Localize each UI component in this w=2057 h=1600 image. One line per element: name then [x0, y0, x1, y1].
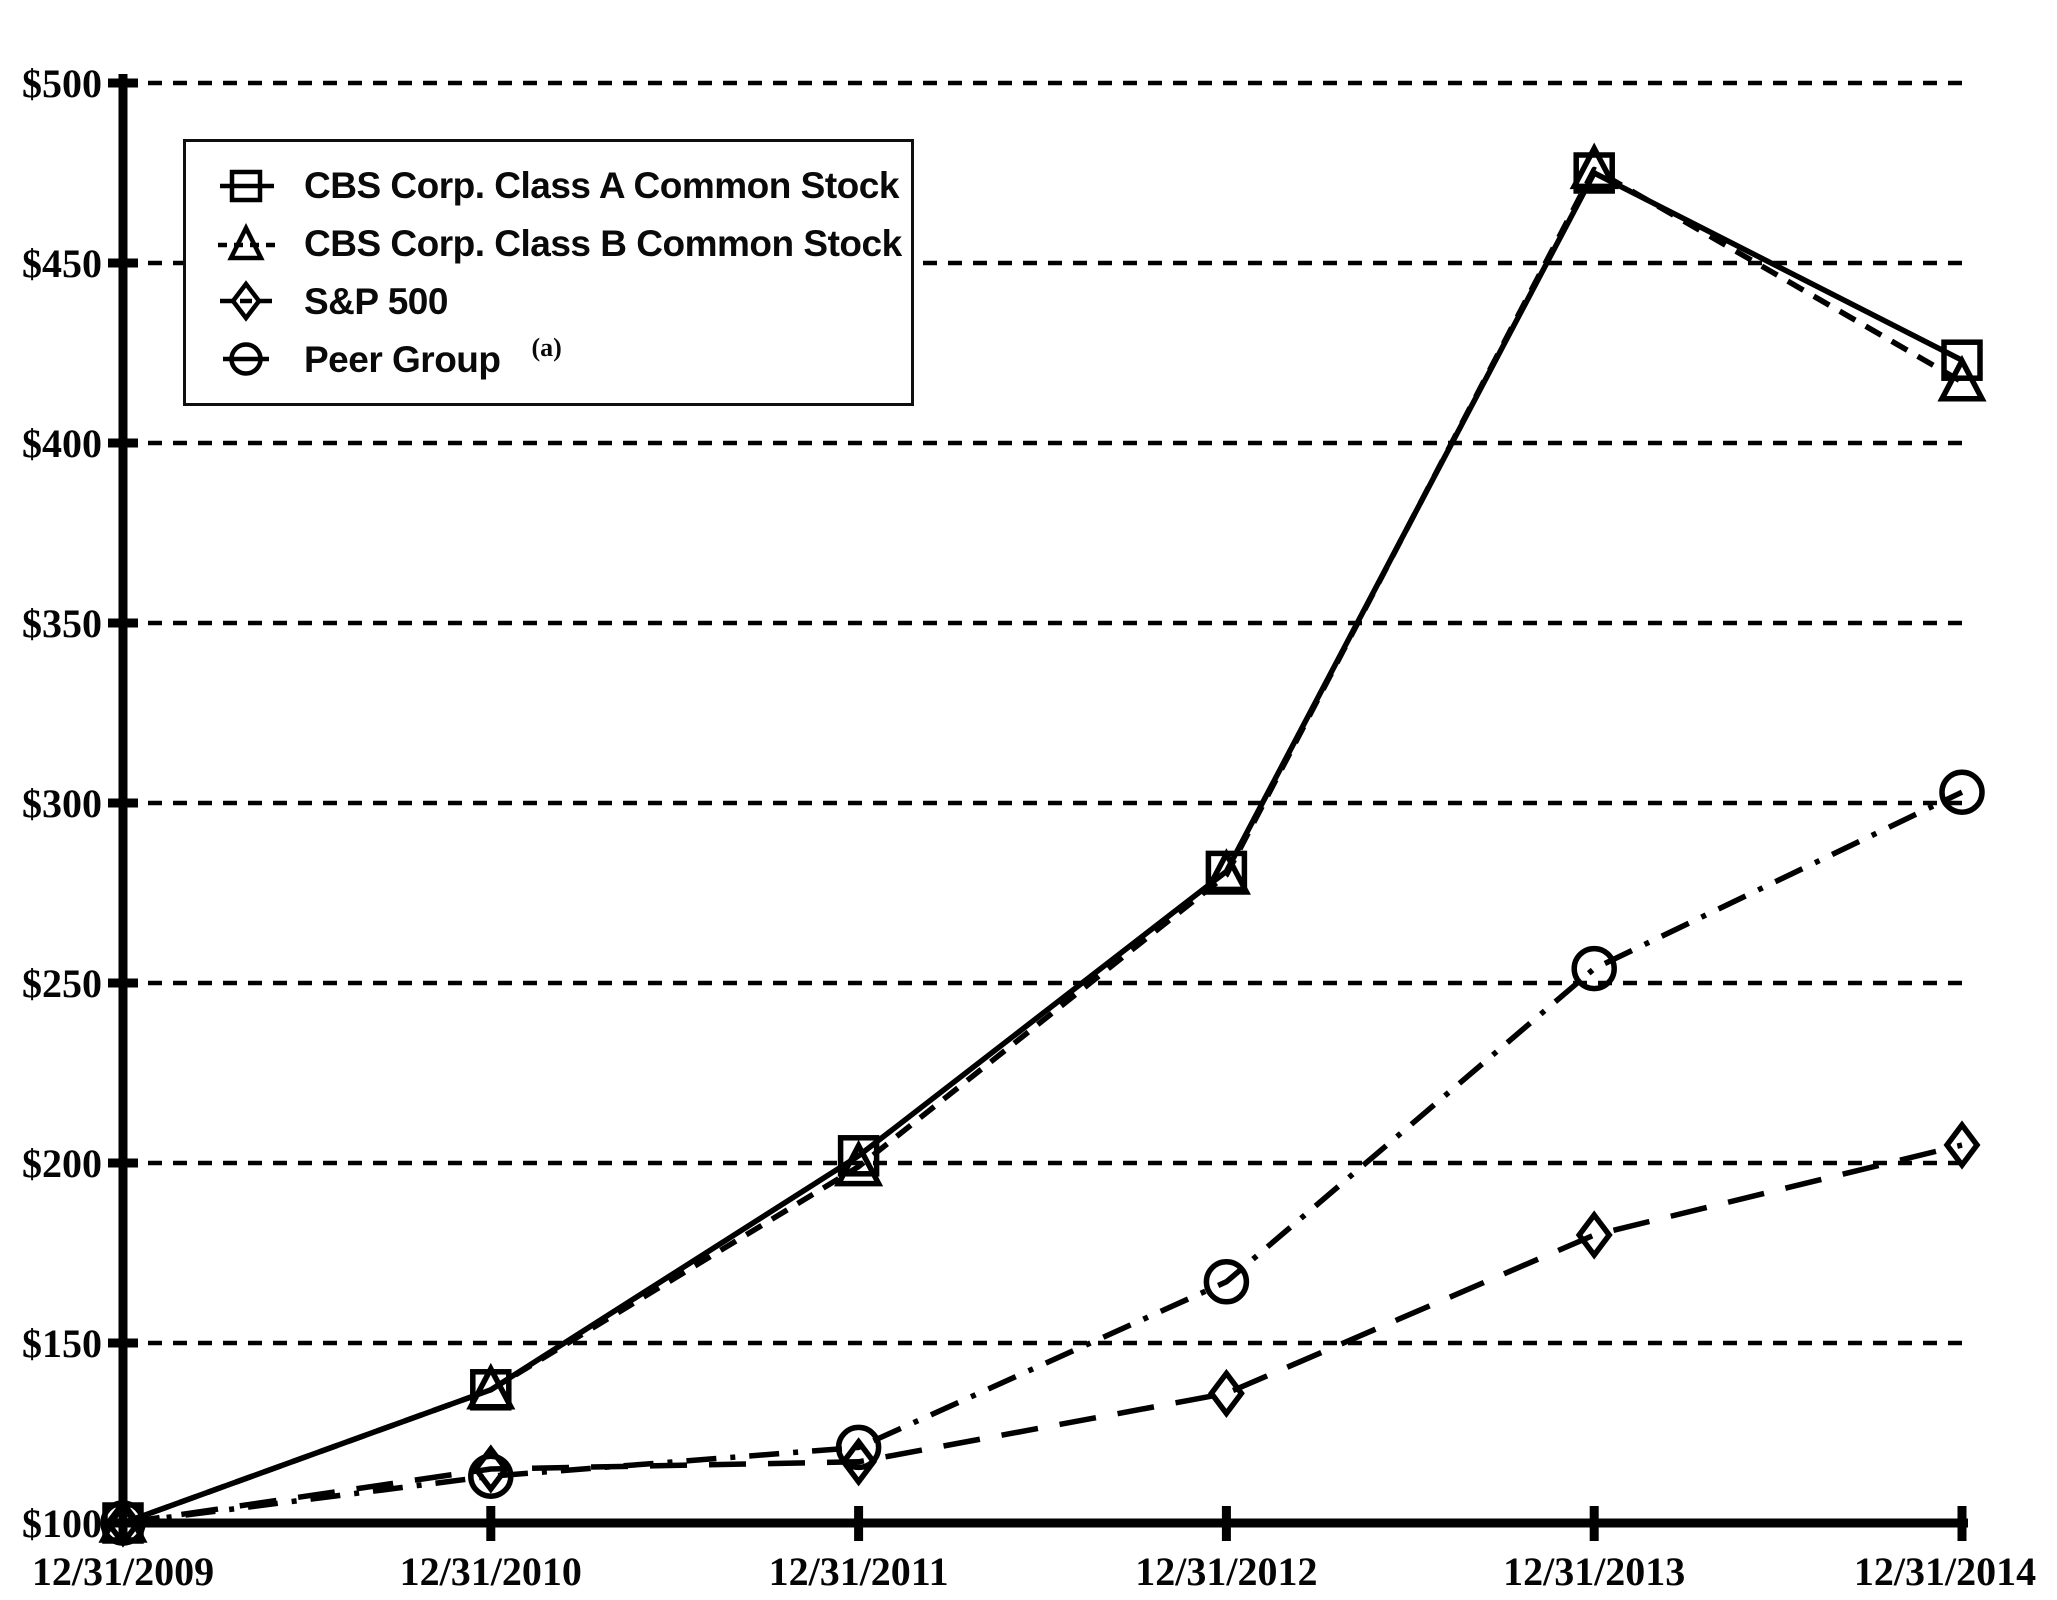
- x-axis-label-12-31-2010: 12/31/2010: [400, 1549, 582, 1594]
- footnote-marker: (a): [531, 333, 562, 363]
- legend-item-sp500: S&P 500: [216, 279, 901, 323]
- legend-label-cbs-class-b: CBS Corp. Class B Common Stock: [304, 223, 902, 265]
- legend-label-cbs-class-a: CBS Corp. Class A Common Stock: [304, 165, 899, 207]
- data-point-s-p-500-3: [1207, 1368, 1245, 1418]
- series-line-cbs-corp-class-b-common-stock: [122, 166, 1964, 1526]
- legend-item-cbs-class-a: CBS Corp. Class A Common Stock: [216, 164, 901, 208]
- x-axis-label-12-31-2011: 12/31/2011: [769, 1549, 949, 1594]
- data-point-cbs-corp-class-a-common-stock-2: [837, 1135, 880, 1177]
- data-point-s-p-500-2: [840, 1437, 878, 1487]
- series-line-peer-group: [122, 789, 1964, 1526]
- series-line-s-p-500: [122, 1142, 1963, 1526]
- x-axis-label-12-31-2012: 12/31/2012: [1135, 1549, 1317, 1594]
- y-axis-label-300: $300: [22, 781, 102, 826]
- data-point-peer-group-2: [835, 1424, 882, 1471]
- data-point-s-p-500-5: [1943, 1120, 1981, 1170]
- data-point-cbs-corp-class-a-common-stock-5: [1941, 339, 1983, 381]
- y-axis-label-350: $350: [22, 601, 102, 646]
- data-point-peer-group-0: [100, 1500, 146, 1546]
- square-marker-icon: [220, 169, 274, 203]
- legend-item-cbs-class-b: CBS Corp. Class B Common Stock: [216, 222, 902, 266]
- circle-marker-icon: [223, 342, 269, 376]
- y-axis-label-250: $250: [22, 961, 102, 1006]
- legend-item-peer-group: Peer Group (a): [216, 333, 901, 381]
- data-point-cbs-corp-class-b-common-stock-3: [1201, 848, 1251, 895]
- data-point-s-p-500-1: [472, 1444, 510, 1494]
- chart-legend: CBS Corp. Class A Common Stock CBS Corp.…: [183, 139, 914, 406]
- y-axis-label-450: $450: [22, 241, 102, 286]
- data-point-cbs-corp-class-b-common-stock-1: [466, 1362, 516, 1410]
- data-point-cbs-corp-class-a-common-stock-4: [1573, 152, 1615, 194]
- data-point-cbs-corp-class-b-common-stock-4: [1569, 142, 1619, 190]
- y-axis-label-500: $500: [22, 61, 102, 106]
- data-point-peer-group-1: [468, 1453, 514, 1499]
- data-point-s-p-500-4: [1575, 1210, 1613, 1260]
- x-axis-label-12-31-2009: 12/31/2009: [32, 1549, 214, 1594]
- legend-label-sp500: S&P 500: [304, 280, 448, 322]
- data-point-cbs-corp-class-b-common-stock-2: [834, 1139, 884, 1187]
- data-point-cbs-corp-class-b-common-stock-5: [1937, 354, 1987, 402]
- data-point-peer-group-3: [1203, 1259, 1250, 1305]
- data-point-peer-group-4: [1571, 945, 1617, 992]
- series-line-cbs-corp-class-a-common-stock: [122, 170, 1964, 1526]
- y-axis-label-100: $100: [22, 1501, 102, 1546]
- triangle-marker-icon: [218, 222, 276, 260]
- y-axis-label-200: $200: [22, 1141, 102, 1186]
- y-axis-label-400: $400: [22, 421, 102, 466]
- diamond-marker-icon: [220, 280, 274, 323]
- data-point-peer-group-5: [1939, 769, 1985, 815]
- legend-label-peer-group: Peer Group: [304, 338, 501, 380]
- x-axis-label-12-31-2014: 12/31/2014: [1854, 1549, 2036, 1594]
- x-axis-label-12-31-2013: 12/31/2013: [1503, 1549, 1685, 1594]
- y-axis-label-150: $150: [22, 1321, 102, 1366]
